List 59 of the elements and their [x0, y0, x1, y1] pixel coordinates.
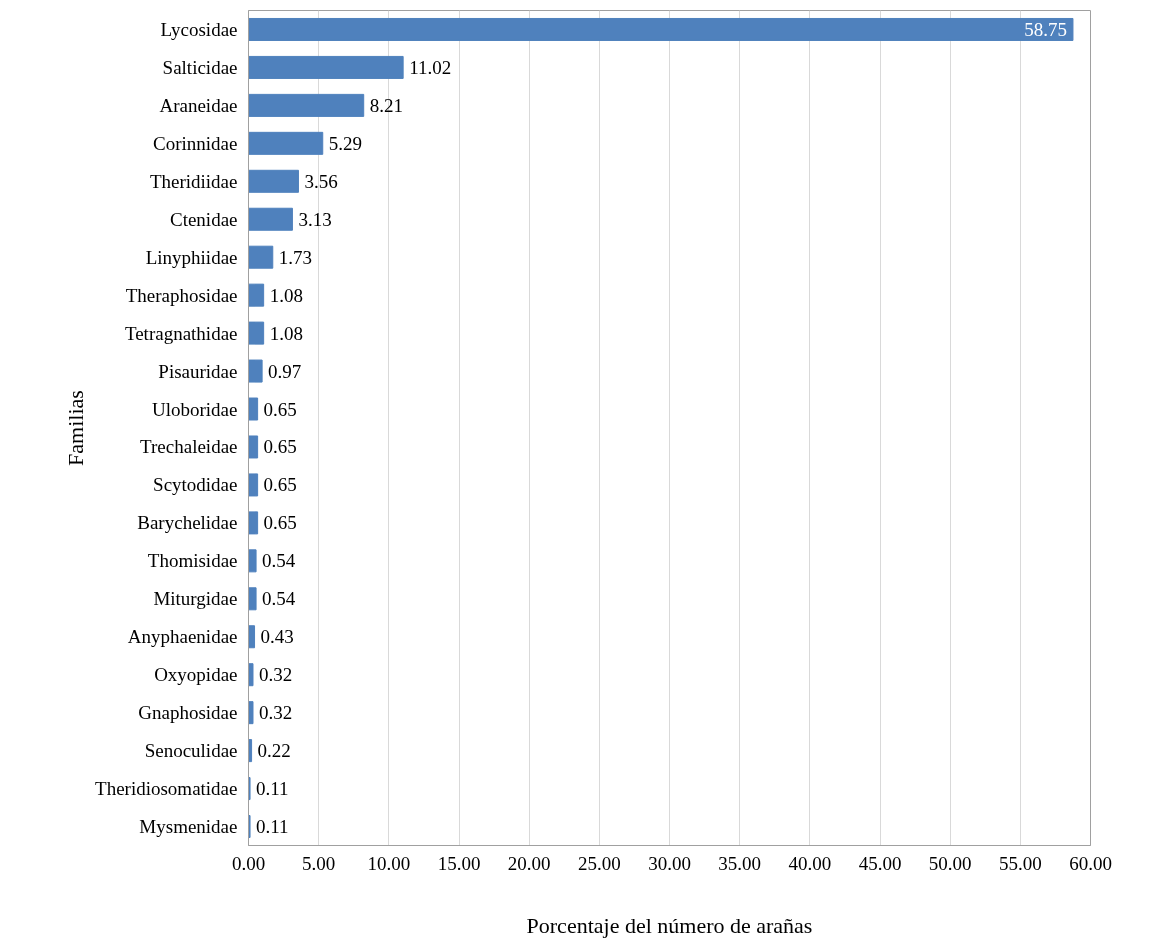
y-tick-label: Corinnidae: [153, 132, 238, 154]
y-tick-label: Tetragnathidae: [124, 322, 238, 344]
y-tick-label: Lycosidae: [160, 18, 238, 40]
y-tick-label: Trechaleidae: [140, 436, 238, 458]
data-label: 5.29: [328, 132, 362, 154]
x-tick-label: 60.00: [1069, 852, 1112, 874]
x-tick-label: 50.00: [928, 852, 972, 874]
x-tick-label: 35.00: [718, 852, 762, 874]
y-tick-label: Senoculidae: [144, 740, 238, 762]
y-tick-label: Mysmenidae: [139, 816, 238, 838]
y-axis-title: Familias: [63, 390, 89, 466]
x-tick-label: 0.00: [231, 852, 266, 874]
data-label: 0.65: [263, 474, 297, 496]
data-label: 3.13: [298, 208, 332, 230]
data-label: 0.32: [258, 702, 293, 724]
x-tick-label: 20.00: [507, 852, 551, 874]
y-tick-label: Araneidae: [159, 94, 238, 116]
x-tick-label: 45.00: [858, 852, 902, 874]
data-label: 3.56: [304, 170, 338, 192]
x-tick-label: 55.00: [998, 852, 1042, 874]
y-tick-label: Scytodidae: [153, 474, 238, 496]
y-tick-label: Pisauridae: [158, 360, 238, 382]
data-label: 0.97: [268, 360, 302, 382]
data-label: 0.65: [263, 398, 297, 420]
y-tick-label: Salticidae: [162, 56, 238, 78]
data-label: 1.08: [269, 284, 303, 306]
y-tick-label: Theridiidae: [149, 170, 238, 192]
data-label: 0.11: [256, 816, 289, 838]
y-tick-label: Theridiosomatidae: [95, 778, 238, 800]
y-tick-label: Barychelidae: [137, 512, 238, 534]
x-tick-label: 40.00: [788, 852, 832, 874]
x-tick-label: 15.00: [437, 852, 481, 874]
y-tick-label: Linyphiidae: [145, 246, 238, 268]
data-label: 8.21: [369, 94, 403, 116]
y-tick-label: Thomisidae: [147, 550, 238, 572]
y-tick-label: Uloboridae: [152, 398, 238, 420]
data-label: 1.73: [278, 246, 313, 268]
x-tick-label: 10.00: [367, 852, 411, 874]
data-label: 0.43: [260, 626, 294, 648]
data-label: 0.22: [257, 740, 291, 762]
data-label: 0.11: [256, 778, 289, 800]
data-label: 0.65: [263, 436, 297, 458]
y-tick-label: Gnaphosidae: [138, 702, 238, 724]
data-label: 0.32: [258, 664, 293, 686]
x-axis-title: Porcentaje del número de arañas: [526, 912, 813, 938]
y-tick-label: Ctenidae: [169, 208, 238, 230]
y-tick-label: Oxyopidae: [154, 664, 238, 686]
x-tick-label: 25.00: [577, 852, 621, 874]
x-tick-label: 5.00: [302, 852, 336, 874]
y-tick-label: Theraphosidae: [125, 284, 238, 306]
data-label: 0.54: [262, 550, 296, 572]
data-label: 0.54: [262, 588, 296, 610]
y-tick-label: Anyphaenidae: [127, 626, 238, 648]
x-tick-label: 30.00: [648, 852, 691, 874]
data-label: 58.75: [1024, 18, 1067, 40]
data-label: 11.02: [409, 56, 452, 78]
data-label: 1.08: [269, 322, 303, 344]
y-tick-label: Miturgidae: [153, 588, 238, 610]
data-label: 0.65: [263, 512, 297, 534]
